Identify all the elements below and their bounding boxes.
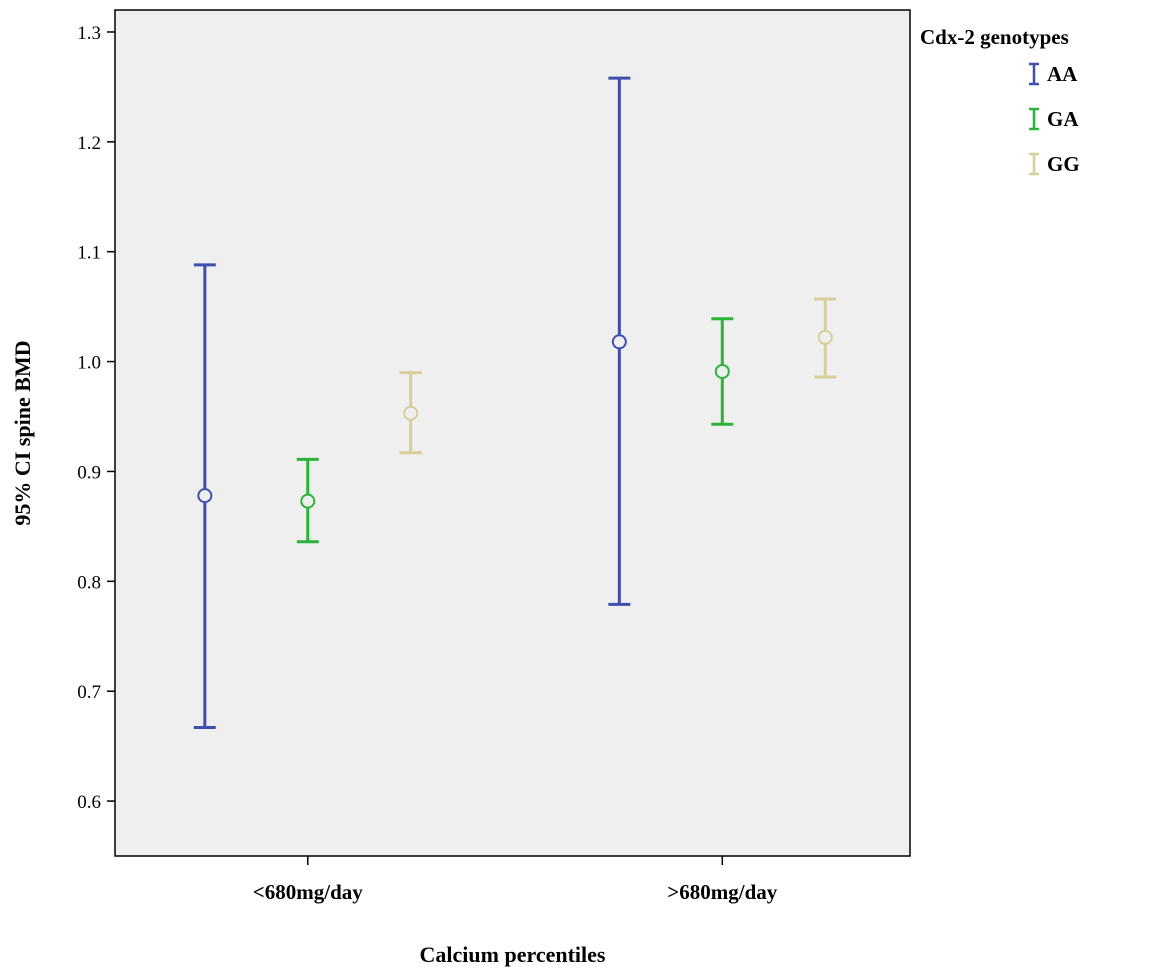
y-tick-label: 1.0: [77, 353, 101, 374]
series-AA: [193, 76, 631, 729]
mean-marker: [300, 493, 316, 509]
mean-marker: [714, 363, 730, 379]
legend-label-GA: GA: [1047, 107, 1079, 131]
y-tick-label: 0.6: [77, 792, 101, 813]
mean-marker: [197, 488, 213, 504]
legend: Cdx-2 genotypes AA GA GG: [920, 25, 1080, 176]
y-axis: 0.6 0.7 0.8 0.9 1.0 1.1 1.2 1.3: [77, 23, 115, 813]
y-axis-title: 95% CI spine BMD: [10, 340, 35, 525]
y-tick-label: 1.2: [77, 133, 101, 154]
mean-marker: [403, 405, 419, 421]
mean-marker: [611, 334, 627, 350]
legend-title: Cdx-2 genotypes: [920, 25, 1069, 49]
x-axis: <680mg/day >680mg/day: [253, 856, 778, 904]
legend-label-GG: GG: [1047, 152, 1080, 176]
series-GG: [399, 297, 837, 455]
x-tick-label: <680mg/day: [253, 880, 363, 904]
x-tick-label: >680mg/day: [667, 880, 777, 904]
y-tick-label: 0.9: [77, 462, 101, 483]
error-bars: [193, 76, 837, 729]
series-GA: [296, 317, 734, 544]
mean-marker: [817, 329, 833, 345]
x-axis-title: Calcium percentiles: [420, 942, 606, 967]
y-tick-label: 1.3: [77, 23, 101, 44]
y-tick-label: 0.7: [77, 682, 101, 703]
legend-label-AA: AA: [1047, 62, 1078, 86]
plot-area: [114, 9, 911, 857]
y-tick-label: 1.1: [77, 243, 101, 264]
y-tick-label: 0.8: [77, 572, 101, 593]
